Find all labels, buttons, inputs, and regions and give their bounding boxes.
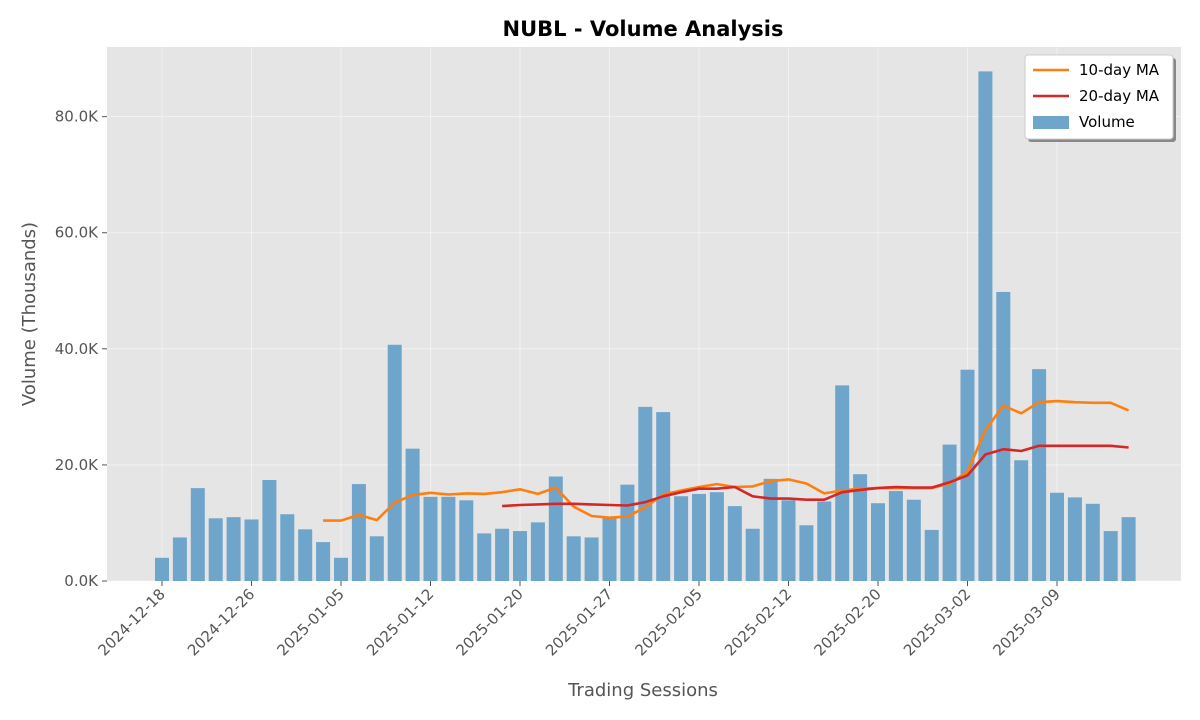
volume-bar <box>1067 497 1082 581</box>
volume-bar <box>513 531 527 581</box>
y-tick-label: 40.0K <box>55 340 99 358</box>
volume-bar <box>316 542 331 581</box>
volume-bar <box>763 478 778 581</box>
volume-bar <box>727 506 742 581</box>
x-tick-label: 2025-02-12 <box>721 585 795 659</box>
volume-bar <box>244 519 259 581</box>
legend-swatch-bar <box>1033 116 1069 129</box>
volume-bar <box>530 522 545 581</box>
volume-bar <box>405 448 420 581</box>
volume-bar <box>978 71 993 581</box>
volume-bar <box>477 533 492 581</box>
volume-bar <box>566 536 581 581</box>
y-tick-label: 20.0K <box>55 456 99 474</box>
volume-bar <box>423 496 438 581</box>
volume-bar <box>208 518 223 581</box>
volume-bar <box>334 557 348 581</box>
x-tick-label: 2025-02-20 <box>810 585 884 659</box>
volume-bar <box>280 514 295 581</box>
volume-bar <box>996 291 1011 581</box>
volume-bar <box>441 496 456 581</box>
x-tick-label: 2025-01-05 <box>273 585 347 659</box>
volume-bar <box>226 517 241 581</box>
volume-bar <box>638 406 653 581</box>
x-axis-label: Trading Sessions <box>567 680 718 701</box>
y-axis-label: Volume (Thousands) <box>19 222 40 406</box>
volume-bar <box>709 492 724 581</box>
volume-bar <box>745 528 760 581</box>
volume-bar <box>584 537 599 581</box>
volume-bar <box>781 500 796 581</box>
y-tick-label: 0.0K <box>64 572 99 590</box>
volume-bar <box>888 491 903 581</box>
x-tick-label: 2024-12-18 <box>94 585 168 659</box>
volume-bar <box>1014 460 1029 581</box>
x-tick-label: 2025-03-02 <box>900 585 974 659</box>
volume-bar <box>1050 492 1064 581</box>
volume-bar <box>924 529 939 581</box>
legend-label: 20-day MA <box>1079 87 1160 105</box>
x-tick-label: 2025-01-20 <box>452 585 526 659</box>
volume-bar <box>155 557 169 581</box>
volume-bar <box>817 501 832 581</box>
x-tick-label: 2024-12-26 <box>184 585 258 659</box>
x-tick-label: 2025-01-27 <box>542 585 616 659</box>
volume-bar <box>1085 503 1100 581</box>
20-day-ma-line <box>502 444 1129 508</box>
volume-bar <box>1121 517 1136 581</box>
volume-bar <box>369 536 384 581</box>
volume-bar <box>871 503 885 581</box>
volume-bar <box>262 480 277 581</box>
x-tick-label: 2025-02-05 <box>631 585 705 659</box>
volume-bar <box>906 499 921 581</box>
volume-bar <box>190 488 205 581</box>
volume-bar <box>853 474 868 581</box>
volume-bar <box>602 517 617 581</box>
volume-bar <box>459 500 474 581</box>
volume-bar <box>298 529 313 581</box>
volume-bar <box>799 525 814 581</box>
volume-bar <box>172 537 187 581</box>
10-day-ma-line <box>323 399 1130 522</box>
volume-bar <box>835 385 850 581</box>
volume-bar <box>1032 369 1047 581</box>
legend: 10-day MA 20-day MA Volume <box>1024 54 1176 142</box>
volume-bar <box>620 484 635 581</box>
volume-bar <box>351 484 366 581</box>
volume-bar <box>674 496 689 581</box>
volume-bar <box>387 344 402 581</box>
legend-label: Volume <box>1079 113 1135 131</box>
volume-bar <box>495 528 510 581</box>
y-tick-label: 80.0K <box>55 108 99 126</box>
x-tick-label: 2025-03-09 <box>989 585 1063 659</box>
volume-bar <box>1103 531 1118 581</box>
volume-bar <box>692 493 706 581</box>
chart-title: NUBL - Volume Analysis <box>503 17 784 41</box>
x-tick-label: 2025-01-12 <box>363 585 437 659</box>
y-tick-label: 60.0K <box>55 224 99 242</box>
legend-label: 10-day MA <box>1079 61 1160 79</box>
volume-bar <box>942 444 957 581</box>
